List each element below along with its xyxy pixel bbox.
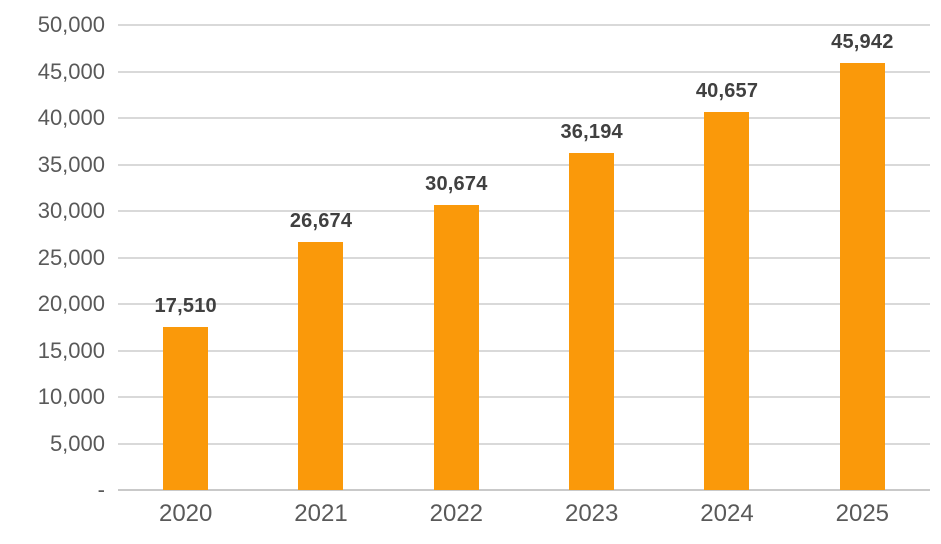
bar-2023 <box>569 153 615 490</box>
y-tick-label: 10,000 <box>37 384 105 409</box>
gridline <box>118 210 930 212</box>
y-tick-label: 15,000 <box>37 337 105 363</box>
bar-slot: 40,657 <box>659 25 794 490</box>
bar-2021 <box>298 241 344 490</box>
y-tick-label: 25,000 <box>37 244 105 270</box>
bar-slot: 30,674 <box>389 25 524 490</box>
gridline <box>118 70 930 73</box>
x-tick-label: 2025 <box>835 500 890 527</box>
bar-slot: 45,942 <box>795 25 930 490</box>
bar-value-label: 45,942 <box>831 30 894 53</box>
y-tick-label: 40,000 <box>37 105 105 130</box>
y-tick-label: 45,000 <box>37 58 105 84</box>
bar-2024 <box>704 111 750 490</box>
x-axis-line <box>118 489 930 491</box>
plot-area: 17,510 26,674 30,674 36,194 40,657 45,942 <box>118 24 930 491</box>
y-tick-label: 20,000 <box>37 291 105 316</box>
gridline <box>118 396 930 398</box>
gridline <box>118 117 930 119</box>
gridline <box>118 303 930 305</box>
gridline <box>118 24 930 26</box>
bar-slot: 17,510 <box>118 25 253 490</box>
gridline <box>118 442 930 445</box>
bar-value-label: 26,674 <box>289 209 353 232</box>
x-tick-label: 2023 <box>564 500 619 527</box>
bar-value-label: 40,657 <box>695 79 759 102</box>
gridline <box>118 256 930 259</box>
bar-value-label: 30,674 <box>425 172 488 195</box>
x-tick-label: 2020 <box>158 500 213 527</box>
x-tick-label: 2022 <box>429 500 484 527</box>
bar-slot: 26,674 <box>253 25 388 490</box>
bar-2022 <box>433 204 479 490</box>
bar-value-label: 17,510 <box>154 295 217 318</box>
y-tick-label: - <box>97 477 105 502</box>
x-tick-label: 2021 <box>294 500 348 527</box>
y-tick-label: 35,000 <box>37 151 105 177</box>
y-tick-label: 5,000 <box>49 430 105 456</box>
bar-2020 <box>163 327 209 490</box>
bar-slot: 36,194 <box>524 25 659 490</box>
gridline <box>118 349 930 352</box>
y-tick-label: 30,000 <box>37 198 105 223</box>
y-tick-label: 50,000 <box>37 12 105 37</box>
gridline <box>118 163 930 166</box>
x-tick-label: 2024 <box>700 500 754 527</box>
bar-2025 <box>839 62 885 490</box>
bar-value-label: 36,194 <box>560 121 623 144</box>
